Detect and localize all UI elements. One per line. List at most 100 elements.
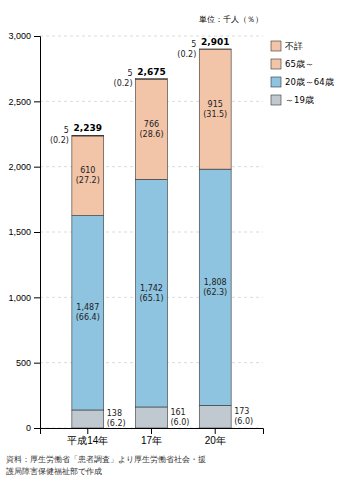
y-tick-mark xyxy=(34,428,40,429)
legend-item: 20歳～64歳 xyxy=(271,77,334,88)
legend-swatch xyxy=(271,59,281,69)
x-tick-mark xyxy=(215,428,216,434)
y-tick-label: 0 xyxy=(26,423,31,433)
chart-svg: 0 500 1,000 1,500 2,000 2,500 3,000 平成14年 17年 20年… xyxy=(0,0,337,482)
bar-segment xyxy=(72,410,104,428)
data-label: 610 xyxy=(80,166,95,175)
share-label: (31.5) xyxy=(203,110,227,119)
legend-item: 65歳～ xyxy=(271,59,314,70)
y-tick-label: 2,500 xyxy=(8,97,31,107)
share-label: (0.2) xyxy=(50,136,69,145)
plot-area: 0 500 1,000 1,500 2,000 2,500 3,000 平成14年 17年 20年… xyxy=(8,15,263,446)
footnote-line: 資料：厚生労働省「患者調査」より厚生労働省社会・援 xyxy=(6,455,206,464)
legend-label: ～19歳 xyxy=(285,95,314,105)
share-label: (62.3) xyxy=(203,288,227,297)
bar-segment xyxy=(136,179,168,407)
legend-item: 不詳 xyxy=(271,41,303,52)
bar-segment xyxy=(72,216,104,410)
data-label: 766 xyxy=(144,120,159,129)
data-label: 5 xyxy=(191,40,196,49)
y-tick-mark xyxy=(34,36,40,37)
x-axis-line xyxy=(41,429,264,435)
totals: 2,239 2,675 2,901 xyxy=(74,37,230,133)
total-label: 2,675 xyxy=(137,67,165,77)
bar-segment xyxy=(199,50,231,170)
legend-swatch xyxy=(271,95,281,105)
legend-label: 不詳 xyxy=(285,41,303,51)
legend-swatch xyxy=(271,77,281,87)
y-tick: 2,000 xyxy=(8,162,40,172)
x-tick-label: 17年 xyxy=(141,435,162,446)
footnote: 資料：厚生労働省「患者調査」より厚生労働省社会・援護局障害保健福祉部で作成 xyxy=(6,455,206,476)
legend: 不詳 65歳～ 20歳～64歳 ～19歳 xyxy=(271,41,334,106)
x-axis: 平成14年 17年 20年 xyxy=(41,428,264,446)
y-tick-mark xyxy=(34,101,40,102)
legend-swatch xyxy=(271,41,281,51)
share-label: (66.4) xyxy=(76,313,100,322)
y-tick: 2,500 xyxy=(8,97,40,107)
chart-container: 0 500 1,000 1,500 2,000 2,500 3,000 平成14年 17年 20年… xyxy=(0,0,337,482)
share-label: (28.6) xyxy=(139,130,163,139)
y-tick: 1,500 xyxy=(8,227,40,237)
grid xyxy=(40,36,263,428)
bar-segment xyxy=(136,407,168,428)
unit-label: 単位：千人（％） xyxy=(199,15,263,24)
bars xyxy=(72,49,231,428)
share-label: (6.0) xyxy=(234,417,253,426)
data-labels: 138(6.2)161(6.0)173(6.0)1,487(66.4)1,742… xyxy=(50,40,253,429)
x-tick-mark xyxy=(87,428,88,434)
series-group xyxy=(72,50,231,216)
share-label: (6.0) xyxy=(170,418,189,427)
bar-segment xyxy=(72,135,104,137)
x-tick-label: 平成14年 xyxy=(67,435,108,446)
share-label: (6.2) xyxy=(107,419,126,428)
y-axis-line xyxy=(34,37,41,429)
share-label: (27.2) xyxy=(76,176,100,185)
bar-segment xyxy=(199,48,231,50)
x-tick: 平成14年 xyxy=(67,428,108,446)
x-tick-mark xyxy=(151,428,152,434)
x-tick: 20年 xyxy=(205,428,226,446)
y-tick-label: 2,000 xyxy=(8,162,31,172)
total-label: 2,901 xyxy=(201,37,229,47)
grid-line xyxy=(40,36,263,37)
footnote-line: 護局障害保健福祉部で作成 xyxy=(6,467,102,476)
y-tick-label: 500 xyxy=(16,358,31,368)
y-tick-label: 3,000 xyxy=(8,31,31,41)
legend-label: 65歳～ xyxy=(285,59,314,69)
y-tick-mark xyxy=(34,232,40,233)
y-tick-mark xyxy=(34,297,40,298)
bar-segment xyxy=(136,78,168,80)
data-label: 1,487 xyxy=(76,303,99,312)
y-tick: 1,000 xyxy=(8,293,40,303)
y-tick-mark xyxy=(34,167,40,168)
share-label: (0.2) xyxy=(114,79,133,88)
y-tick: 500 xyxy=(16,358,40,368)
data-label: 915 xyxy=(208,100,223,109)
data-label: 1,808 xyxy=(204,278,227,287)
bar-segment xyxy=(72,136,104,216)
data-label: 5 xyxy=(127,69,132,78)
y-axis: 0 500 1,000 1,500 2,000 2,500 3,000 xyxy=(8,31,40,433)
data-label: 173 xyxy=(234,407,249,416)
data-label: 161 xyxy=(170,408,185,417)
bar-segment xyxy=(199,405,231,428)
share-label: (65.1) xyxy=(139,294,163,303)
y-tick: 3,000 xyxy=(8,31,40,41)
share-label: (0.2) xyxy=(177,50,196,59)
total-label: 2,239 xyxy=(74,123,102,133)
data-label: 1,742 xyxy=(140,284,163,293)
x-tick: 17年 xyxy=(141,428,162,446)
y-tick-label: 1,500 xyxy=(8,227,31,237)
data-label: 138 xyxy=(107,409,122,418)
legend-item: ～19歳 xyxy=(271,95,314,106)
legend-label: 20歳～64歳 xyxy=(285,77,334,87)
series-group xyxy=(72,49,231,136)
bar-segment xyxy=(199,169,231,405)
y-tick: 0 xyxy=(26,423,40,433)
y-tick-mark xyxy=(34,363,40,364)
data-label: 5 xyxy=(64,126,69,135)
y-tick-label: 1,000 xyxy=(8,293,31,303)
x-tick-label: 20年 xyxy=(205,435,226,446)
bar-segment xyxy=(136,79,168,179)
